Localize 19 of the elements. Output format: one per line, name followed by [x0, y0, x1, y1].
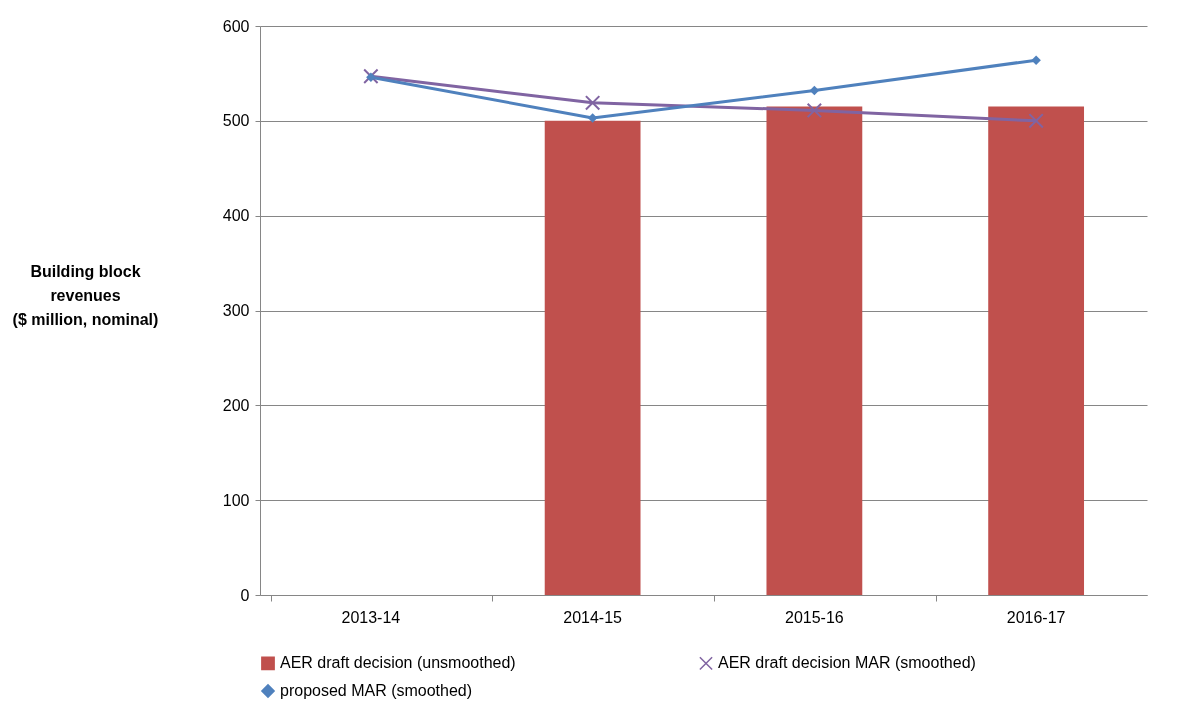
point — [584, 95, 601, 111]
y-tick-label: 600 — [222, 17, 250, 35]
y-tick-label: 200 — [222, 396, 250, 414]
y-tick-label: 500 — [222, 112, 250, 130]
x-tick-label: 2016-17 — [1006, 608, 1066, 626]
x-tick-label: 2013-14 — [341, 608, 401, 626]
x-tick-label: 2014-15 — [563, 608, 623, 626]
point — [1028, 113, 1044, 129]
y-tick-label: 300 — [222, 302, 250, 319]
y-axis-title: Building block revenues ($ million, nominal) — [12, 262, 159, 328]
y-tick-label: 0 — [240, 586, 250, 604]
point — [806, 102, 823, 119]
legend-label: AER draft decision MAR (smoothed) — [718, 654, 976, 672]
x-tick-label: 2015-16 — [785, 608, 844, 626]
y-tick-label: 400 — [222, 207, 250, 225]
y-tick-label: 100 — [222, 491, 250, 509]
point — [363, 68, 379, 84]
legend-label: proposed MAR (smoothed) — [280, 682, 473, 699]
legend-label: AER draft decision (unsmoothed) — [280, 654, 516, 672]
